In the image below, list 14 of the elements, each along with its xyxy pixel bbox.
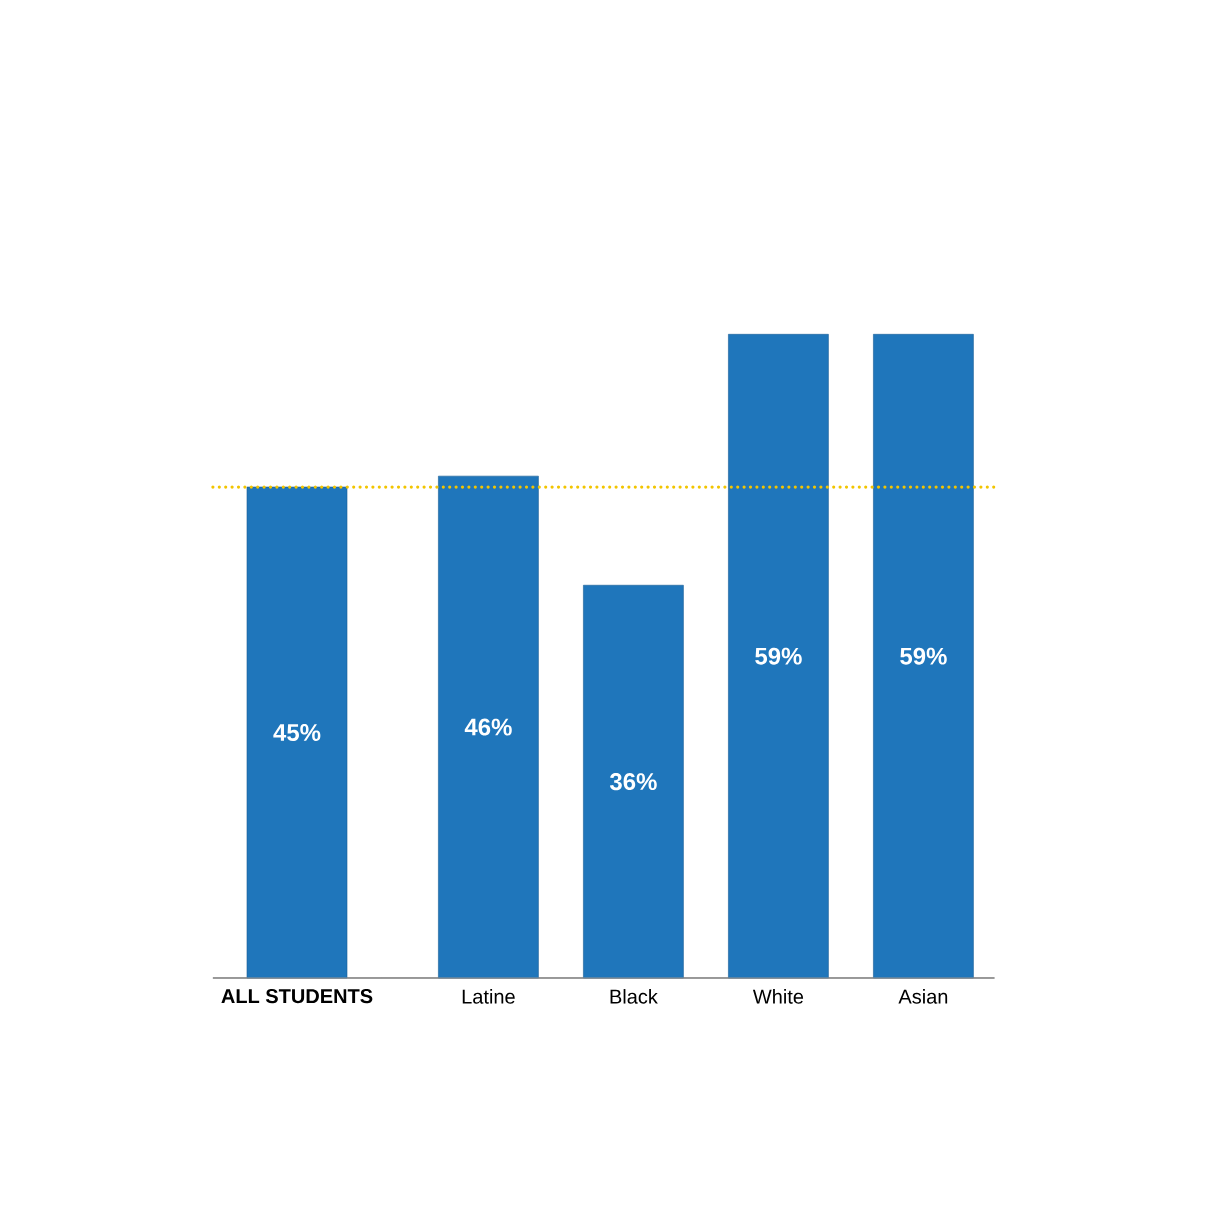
bar: [438, 475, 539, 979]
bar: [873, 334, 974, 979]
bar: [728, 334, 829, 979]
data-label: 59%: [900, 647, 947, 665]
data-label: 46%: [464, 718, 512, 736]
x-tick-label: Asian: [898, 989, 948, 1004]
x-tick-label: White: [752, 989, 804, 1004]
x-tick-label: Black: [610, 989, 658, 1004]
data-label: 36%: [609, 773, 657, 791]
x-tick-label: Latine: [462, 989, 515, 1004]
x-tick-label: ALL STUDENTS: [221, 989, 373, 1004]
data-label: 59%: [755, 647, 802, 665]
data-label: 45%: [273, 724, 321, 741]
bar: [583, 584, 684, 979]
